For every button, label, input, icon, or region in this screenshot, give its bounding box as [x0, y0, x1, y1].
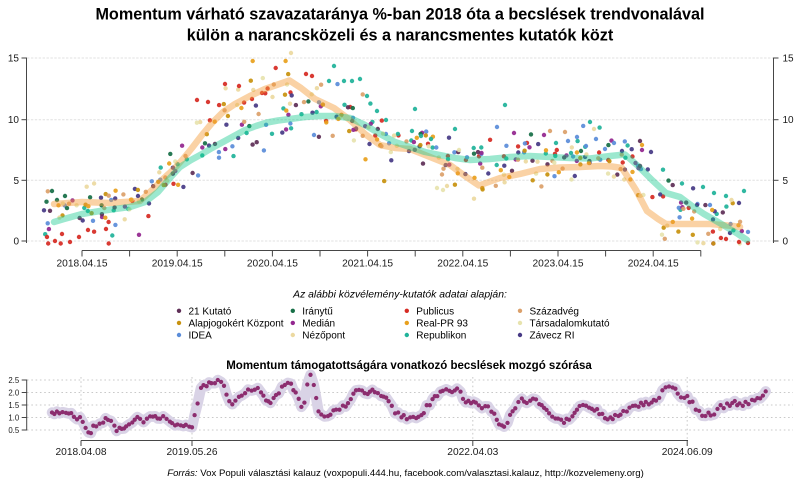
- svg-text:Republikon: Republikon: [416, 331, 466, 342]
- svg-text:Real-PR 93: Real-PR 93: [416, 318, 468, 329]
- svg-text:Iránytű: Iránytű: [302, 306, 333, 317]
- svg-text:Nézőpont: Nézőpont: [302, 331, 345, 342]
- svg-text:2018.04.15: 2018.04.15: [57, 259, 108, 270]
- svg-text:IDEA: IDEA: [189, 331, 213, 342]
- svg-text:21 Kutató: 21 Kutató: [189, 306, 232, 317]
- svg-text:Závecz RI: Závecz RI: [530, 331, 575, 342]
- svg-text:10: 10: [783, 115, 795, 126]
- svg-text:1.0: 1.0: [8, 414, 20, 423]
- svg-text:2019.05.26: 2019.05.26: [167, 447, 218, 458]
- svg-text:15: 15: [8, 54, 20, 65]
- svg-text:2024.04.15: 2024.04.15: [628, 259, 679, 270]
- svg-text:2.0: 2.0: [8, 389, 20, 398]
- svg-text:Publicus: Publicus: [416, 306, 454, 317]
- svg-text:külön a narancsközeli és a nar: külön a narancsközeli és a narancsmentes…: [187, 27, 614, 45]
- svg-text:15: 15: [783, 54, 795, 65]
- svg-text:2021.04.15: 2021.04.15: [342, 259, 393, 270]
- svg-text:Momentum támogatottságára vona: Momentum támogatottságára vonatkozó becs…: [226, 360, 592, 372]
- svg-text:Medián: Medián: [302, 318, 335, 329]
- svg-text:10: 10: [8, 115, 20, 126]
- svg-text:1.5: 1.5: [8, 401, 20, 410]
- svg-text:2.5: 2.5: [8, 376, 20, 385]
- svg-text:5: 5: [13, 176, 19, 187]
- svg-text:2018.04.08: 2018.04.08: [56, 447, 107, 458]
- svg-text:2022.04.03: 2022.04.03: [447, 447, 498, 458]
- svg-text:Társadalomkutató: Társadalomkutató: [530, 318, 610, 329]
- svg-text:Alapjogokért Központ: Alapjogokért Központ: [189, 318, 284, 329]
- svg-text:2019.04.15: 2019.04.15: [152, 259, 203, 270]
- svg-text:Forrás: Vox Populi választási: Forrás: Vox Populi választási kalauz (vo…: [167, 468, 644, 479]
- svg-text:0: 0: [783, 237, 789, 248]
- svg-text:Századvég: Századvég: [530, 306, 579, 317]
- svg-text:Momentum várható szavazatarány: Momentum várható szavazataránya %-ban 20…: [95, 6, 704, 24]
- svg-text:2020.04.15: 2020.04.15: [247, 259, 298, 270]
- svg-text:2023.04.15: 2023.04.15: [533, 259, 584, 270]
- svg-text:0.5: 0.5: [8, 426, 20, 435]
- svg-text:5: 5: [783, 176, 789, 187]
- svg-text:Az alábbi közvélemény-kutatók: Az alábbi közvélemény-kutatók adatai ala…: [292, 290, 507, 301]
- svg-text:0: 0: [13, 237, 19, 248]
- svg-text:2024.06.09: 2024.06.09: [662, 447, 713, 458]
- svg-text:2022.04.15: 2022.04.15: [437, 259, 488, 270]
